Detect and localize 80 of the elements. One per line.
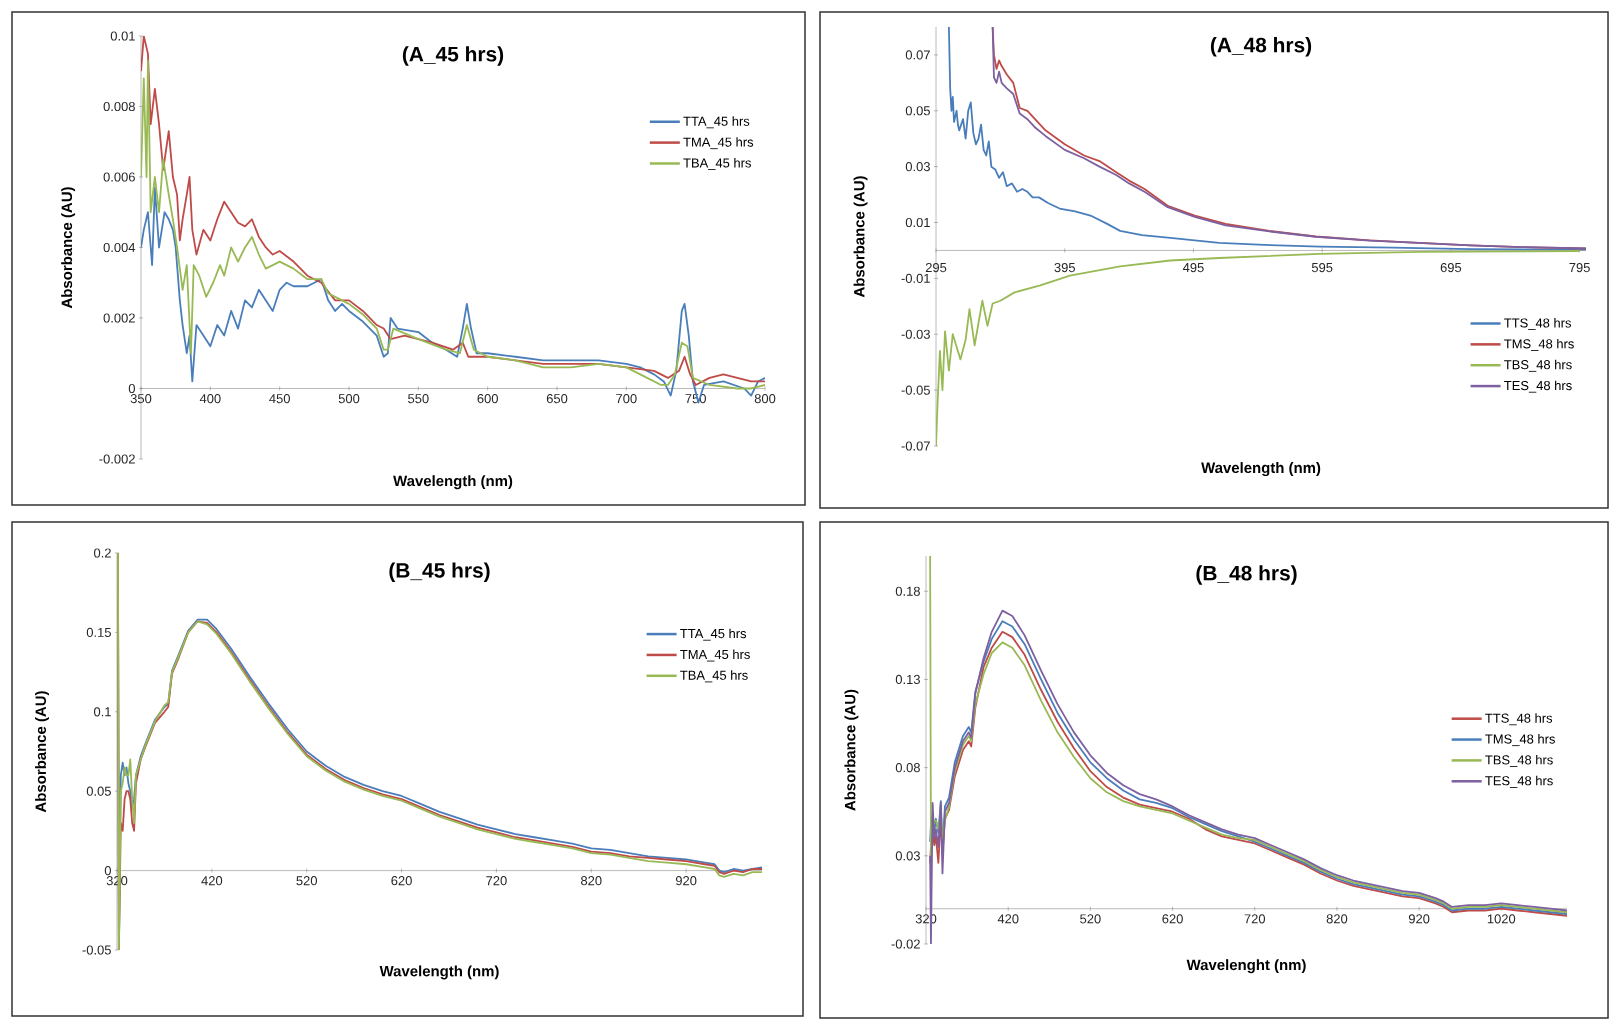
legend-label: TMA_45 hrs (683, 137, 754, 150)
x-tick-label: 520 (296, 876, 318, 886)
y-axis-title: Absorbance (AU) (61, 187, 76, 309)
y-tick-label: 0 (104, 866, 111, 876)
y-tick-label: 0.08 (895, 763, 920, 773)
legend-label: TBS_48 hrs (1485, 754, 1553, 767)
legend-label: TES_48 hrs (1504, 380, 1572, 393)
y-tick-label: 0.008 (103, 101, 135, 112)
legend-label: TTA_45 hrs (683, 116, 750, 129)
x-tick-label: 920 (675, 876, 697, 886)
legend-label: TES_48 hrs (1485, 775, 1553, 788)
y-tick-label: 0.01 (110, 31, 135, 41)
y-tick-label: 0.13 (895, 674, 920, 685)
y-tick-label: 0.03 (905, 162, 930, 172)
y-tick-label: -0.002 (99, 454, 135, 464)
x-tick-label: 395 (1054, 262, 1075, 273)
y-tick-label: 0.004 (103, 242, 136, 253)
y-tick-label: 0.05 (905, 106, 930, 116)
y-tick-label: 0.18 (895, 586, 920, 596)
x-tick-label: 820 (1326, 914, 1348, 924)
x-tick-label: 495 (1182, 262, 1204, 273)
x-tick-label: 720 (1244, 914, 1266, 924)
legend-label: TBA_45 hrs (683, 158, 751, 170)
x-tick-label: 500 (338, 394, 360, 404)
y-tick-label: 0.07 (905, 50, 930, 60)
x-axis-title: Wavelength (nm) (1201, 462, 1321, 477)
x-tick-label: 350 (130, 394, 152, 404)
x-tick-label: 400 (199, 394, 221, 404)
legend-label: TMS_48 hrs (1504, 338, 1574, 351)
y-axis-title: Absorbance (AU) (35, 691, 49, 813)
x-tick-label: 295 (925, 262, 947, 273)
y-tick-label: -0.05 (901, 385, 930, 395)
x-tick-label: 620 (391, 876, 412, 886)
x-tick-label: 520 (1080, 914, 1101, 924)
x-axis-title: Wavelength (nm) (379, 965, 499, 980)
y-tick-label: 0.01 (905, 217, 930, 228)
x-axis-title: Wavelenght (nm) (1186, 959, 1306, 974)
x-tick-label: 450 (269, 394, 290, 404)
x-tick-label: 600 (477, 394, 498, 404)
x-tick-label: 550 (408, 394, 429, 404)
y-tick-label: -0.02 (891, 939, 920, 949)
x-tick-label: 420 (201, 876, 223, 886)
y-tick-label: 0.05 (86, 786, 111, 796)
y-tick-label: -0.01 (901, 273, 930, 283)
x-tick-label: 795 (1569, 262, 1590, 273)
y-tick-label: 0.15 (86, 627, 111, 637)
x-tick-label: 800 (754, 394, 776, 404)
legend-label: TTS_48 hrs (1485, 713, 1553, 726)
x-tick-label: 420 (997, 914, 1019, 924)
y-tick-label: 0.2 (93, 548, 111, 558)
y-axis-title: Absorbance (AU) (844, 689, 859, 811)
x-tick-label: 595 (1311, 262, 1333, 273)
chart-title: (B_45 hrs) (389, 562, 490, 582)
y-tick-label: -0.03 (901, 329, 930, 339)
x-tick-label: 1020 (1487, 914, 1516, 924)
x-axis-title: Wavelength (nm) (393, 475, 513, 490)
legend-label: TBA_45 hrs (680, 670, 748, 683)
y-tick-label: 0.006 (103, 172, 135, 182)
chart-title: (B_48 hrs) (1196, 565, 1297, 585)
y-tick-label: -0.05 (82, 945, 111, 955)
y-axis-title: Absorbance (AU) (853, 176, 868, 298)
x-tick-label: 700 (616, 394, 637, 404)
x-tick-label: 695 (1440, 262, 1462, 273)
y-tick-label: 0.002 (103, 313, 135, 323)
legend-label: TBS_48 hrs (1504, 359, 1572, 372)
chart-title: (A_48 hrs) (1210, 37, 1312, 57)
x-tick-label: 920 (1408, 914, 1430, 924)
y-tick-label: 0 (128, 383, 135, 394)
legend-label: TMS_48 hrs (1485, 734, 1555, 747)
x-tick-label: 720 (486, 876, 507, 886)
x-tick-label: 620 (1162, 914, 1183, 924)
x-tick-label: 820 (581, 876, 602, 886)
y-tick-label: 0.1 (93, 707, 111, 717)
x-tick-label: 650 (546, 394, 568, 404)
chart-title: (A_45 hrs) (402, 46, 504, 66)
legend-label: TMA_45 hrs (680, 649, 750, 662)
legend-label: TTA_45 hrs (680, 628, 747, 641)
y-tick-label: 0.03 (895, 851, 920, 861)
legend-label: TTS_48 hrs (1504, 318, 1571, 331)
y-tick-label: -0.07 (901, 441, 930, 451)
